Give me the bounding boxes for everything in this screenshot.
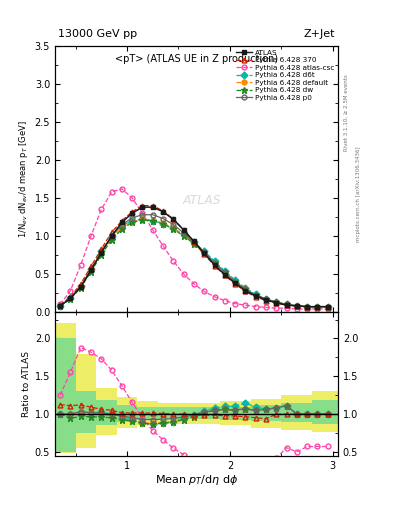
Text: Z+Jet: Z+Jet [304, 29, 335, 39]
Y-axis label: Ratio to ATLAS: Ratio to ATLAS [22, 351, 31, 417]
Text: ATLAS: ATLAS [183, 194, 222, 207]
Text: Rivet 3.1.10, ≥ 2.5M events: Rivet 3.1.10, ≥ 2.5M events [344, 74, 349, 151]
Text: mcplots.cern.ch [arXiv:1306.3436]: mcplots.cern.ch [arXiv:1306.3436] [356, 147, 361, 242]
X-axis label: Mean $p_T$/d$\eta$ d$\phi$: Mean $p_T$/d$\eta$ d$\phi$ [155, 473, 238, 487]
Text: 13000 GeV pp: 13000 GeV pp [58, 29, 137, 39]
Y-axis label: 1/N$_{ev}$ dN$_{ev}$/d mean p$_T$ [GeV]: 1/N$_{ev}$ dN$_{ev}$/d mean p$_T$ [GeV] [18, 120, 31, 238]
Text: <pT> (ATLAS UE in Z production): <pT> (ATLAS UE in Z production) [115, 54, 278, 64]
Legend: ATLAS, Pythia 6.428 370, Pythia 6.428 atlas-csc, Pythia 6.428 d6t, Pythia 6.428 : ATLAS, Pythia 6.428 370, Pythia 6.428 at… [235, 48, 336, 102]
